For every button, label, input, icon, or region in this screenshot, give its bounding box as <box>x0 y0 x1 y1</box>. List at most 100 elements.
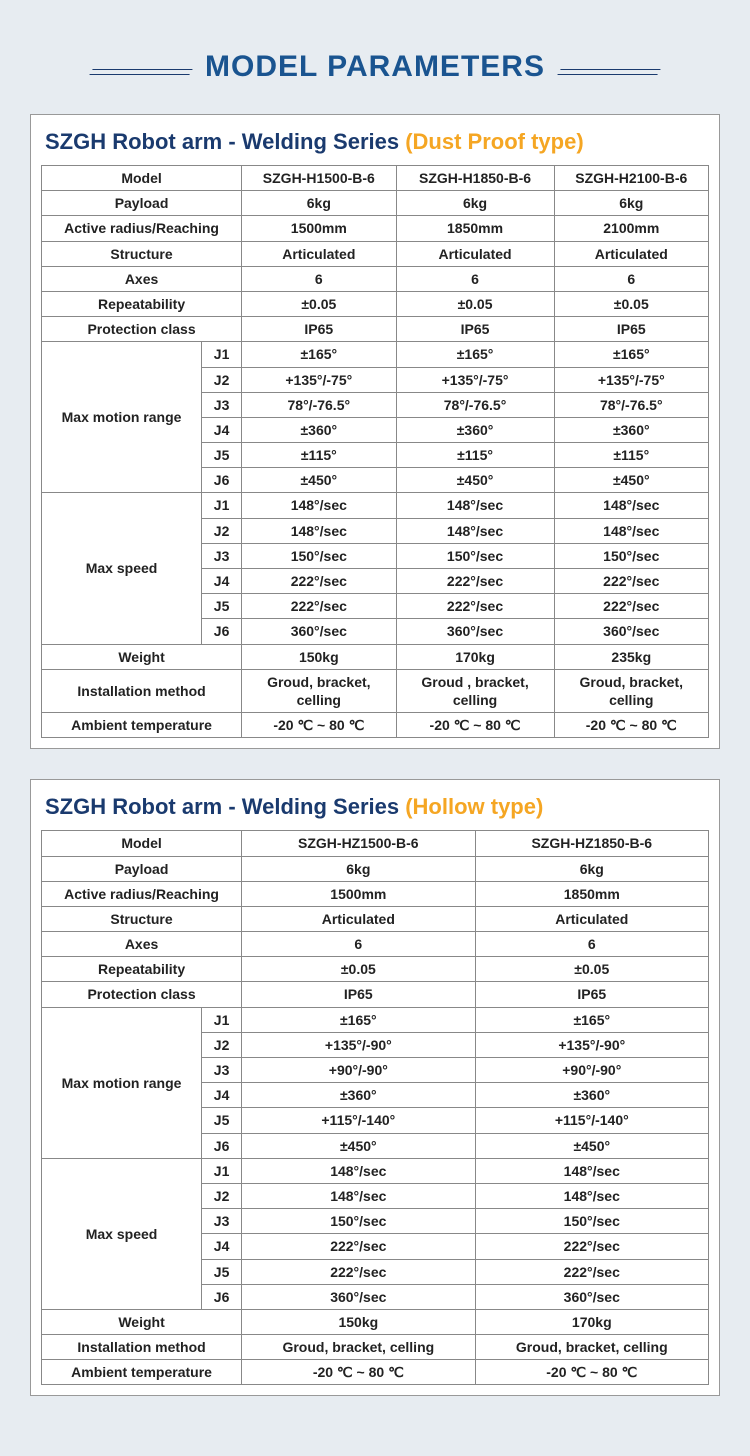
table2-motion-cell: ±450° <box>475 1133 708 1158</box>
table2-simple-cell: 1850mm <box>475 881 708 906</box>
table2-speed-joint: J4 <box>202 1234 242 1259</box>
table2-motion-cell: ±450° <box>242 1133 475 1158</box>
table2-motion-cell: +90°/-90° <box>475 1058 708 1083</box>
title-decoration-left <box>89 69 192 75</box>
table1-speed-cell: 360°/sec <box>396 619 554 644</box>
table2-header-0: Model <box>42 831 242 856</box>
table1-title-sub: (Dust Proof type) <box>405 129 583 154</box>
table2-speed-group-label: Max speed <box>42 1158 202 1309</box>
table1-title: SZGH Robot arm - Welding Series (Dust Pr… <box>41 123 709 165</box>
table1-motion-joint: J3 <box>202 392 242 417</box>
table1-simple-cell: 6kg <box>396 191 554 216</box>
table2-simple-cell: Articulated <box>475 906 708 931</box>
table2-motion-cell: ±360° <box>242 1083 475 1108</box>
table2-speed-cell: 222°/sec <box>475 1234 708 1259</box>
table1-speed-cell: 148°/sec <box>396 518 554 543</box>
table2-motion-joint: J4 <box>202 1083 242 1108</box>
table2-simple-cell: Articulated <box>242 906 475 931</box>
table2-speed-cell: 150°/sec <box>242 1209 475 1234</box>
table2-motion-joint: J3 <box>202 1058 242 1083</box>
table1-simple-cell: 6 <box>242 266 396 291</box>
table1-speed-cell: 360°/sec <box>554 619 708 644</box>
table1-simple-cell: 6kg <box>242 191 396 216</box>
table2-bottom-cell: -20 ℃ ~ 80 ℃ <box>475 1360 708 1385</box>
table1-speed-row: Max speedJ1148°/sec148°/sec148°/sec <box>42 493 709 518</box>
table2-speed-cell: 222°/sec <box>475 1259 708 1284</box>
table2-bottom-cell: Groud, bracket, celling <box>475 1335 708 1360</box>
table1-simple-row: Protection classIP65IP65IP65 <box>42 317 709 342</box>
table1-speed-joint: J2 <box>202 518 242 543</box>
table1-simple-cell: 1850mm <box>396 216 554 241</box>
table2-simple-label: Protection class <box>42 982 242 1007</box>
table1-simple-row: Active radius/Reaching1500mm1850mm2100mm <box>42 216 709 241</box>
table1-simple-cell: Articulated <box>554 241 708 266</box>
table2-speed-joint: J6 <box>202 1284 242 1309</box>
table2-bottom-cell: Groud, bracket, celling <box>242 1335 475 1360</box>
table2-simple-row: Active radius/Reaching1500mm1850mm <box>42 881 709 906</box>
table2-speed-cell: 148°/sec <box>242 1158 475 1183</box>
table1-simple-row: Repeatability±0.05±0.05±0.05 <box>42 291 709 316</box>
table1-motion-joint: J5 <box>202 443 242 468</box>
table1-motion-cell: 78°/-76.5° <box>396 392 554 417</box>
table1-simple-cell: ±0.05 <box>554 291 708 316</box>
table2-simple-label: Payload <box>42 856 242 881</box>
table2-bottom-label: Weight <box>42 1309 242 1334</box>
table2-bottom-row: Installation methodGroud, bracket, celli… <box>42 1335 709 1360</box>
table1-motion-group-label: Max motion range <box>42 342 202 493</box>
table1-speed-cell: 148°/sec <box>242 493 396 518</box>
table1-bottom-cell: 235kg <box>554 644 708 669</box>
table2: Model SZGH-HZ1500-B-6 SZGH-HZ1850-B-6 Pa… <box>41 830 709 1385</box>
table1-motion-cell: ±450° <box>396 468 554 493</box>
table2-simple-cell: 6kg <box>242 856 475 881</box>
table2-header-2: SZGH-HZ1850-B-6 <box>475 831 708 856</box>
table1-simple-cell: Articulated <box>242 241 396 266</box>
table1-motion-cell: ±360° <box>396 417 554 442</box>
table1-simple-cell: IP65 <box>242 317 396 342</box>
table1-header-row: Model SZGH-H1500-B-6 SZGH-H1850-B-6 SZGH… <box>42 166 709 191</box>
table1-bottom-row: Weight150kg170kg235kg <box>42 644 709 669</box>
table2-bottom-cell: 150kg <box>242 1309 475 1334</box>
table1-speed-joint: J4 <box>202 569 242 594</box>
table2-bottom-row: Weight150kg170kg <box>42 1309 709 1334</box>
table1-motion-cell: ±115° <box>396 443 554 468</box>
title-decoration-right <box>558 69 661 75</box>
table1-speed-cell: 222°/sec <box>242 569 396 594</box>
table1-speed-cell: 222°/sec <box>554 594 708 619</box>
table2-header-1: SZGH-HZ1500-B-6 <box>242 831 475 856</box>
table2-bottom-label: Ambient temperature <box>42 1360 242 1385</box>
table1-simple-cell: 6 <box>554 266 708 291</box>
table1-simple-cell: IP65 <box>554 317 708 342</box>
table2-simple-cell: IP65 <box>242 982 475 1007</box>
table1-bottom-row: Installation methodGroud, bracket, celli… <box>42 669 709 712</box>
table1-title-main: SZGH Robot arm - Welding Series <box>45 129 405 154</box>
table1-motion-cell: ±165° <box>396 342 554 367</box>
table2-motion-cell: +115°/-140° <box>475 1108 708 1133</box>
table2-bottom-label: Installation method <box>42 1335 242 1360</box>
table1-motion-cell: ±165° <box>242 342 396 367</box>
table1-header-0: Model <box>42 166 242 191</box>
table1-bottom-cell: Groud, bracket, celling <box>554 669 708 712</box>
table2-title-sub: (Hollow type) <box>405 794 543 819</box>
table2-simple-row: Repeatability±0.05±0.05 <box>42 957 709 982</box>
table2-title: SZGH Robot arm - Welding Series (Hollow … <box>41 788 709 830</box>
table1-speed-cell: 148°/sec <box>554 518 708 543</box>
table2-speed-cell: 360°/sec <box>242 1284 475 1309</box>
table2-bottom-cell: -20 ℃ ~ 80 ℃ <box>242 1360 475 1385</box>
table2-simple-row: Axes66 <box>42 932 709 957</box>
table1-motion-cell: +135°/-75° <box>242 367 396 392</box>
table1-bottom-label: Ambient temperature <box>42 713 242 738</box>
table1-bottom-cell: -20 ℃ ~ 80 ℃ <box>396 713 554 738</box>
table1-speed-cell: 222°/sec <box>554 569 708 594</box>
table2-simple-row: StructureArticulatedArticulated <box>42 906 709 931</box>
table2-speed-cell: 360°/sec <box>475 1284 708 1309</box>
table2-motion-joint: J5 <box>202 1108 242 1133</box>
table1-motion-cell: 78°/-76.5° <box>242 392 396 417</box>
table1-speed-cell: 150°/sec <box>396 543 554 568</box>
table1-bottom-cell: Groud , bracket, celling <box>396 669 554 712</box>
table2-simple-label: Active radius/Reaching <box>42 881 242 906</box>
table2-motion-cell: +135°/-90° <box>242 1032 475 1057</box>
table1-simple-cell: Articulated <box>396 241 554 266</box>
table1-card: SZGH Robot arm - Welding Series (Dust Pr… <box>30 114 720 749</box>
table1-motion-joint: J6 <box>202 468 242 493</box>
main-title-wrap: MODEL PARAMETERS <box>30 50 720 84</box>
